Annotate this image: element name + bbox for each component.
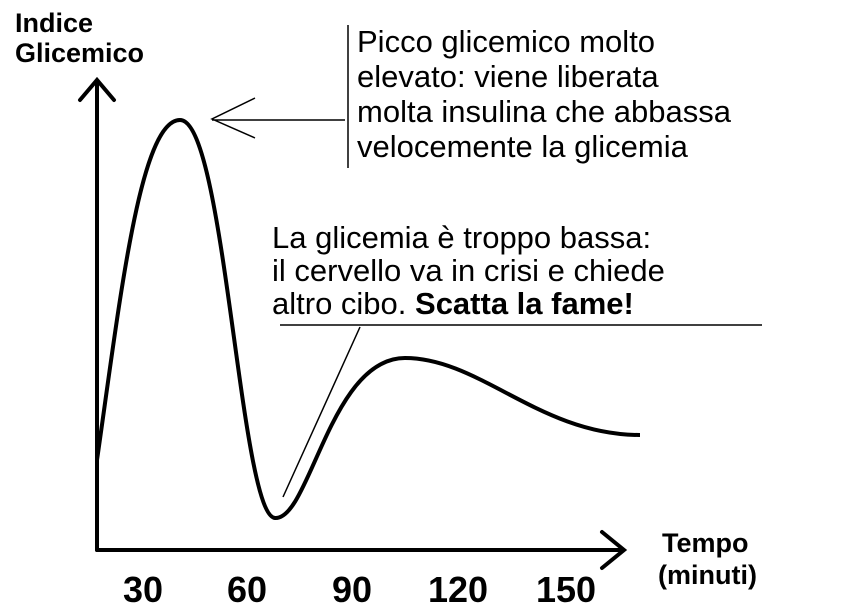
annotation-text: Picco glicemico molto [357, 24, 655, 59]
annotation-lines [210, 25, 762, 498]
x-ticks: 30 60 90 120 150 [123, 569, 596, 610]
annotation-arrow [210, 97, 345, 139]
annotation-text: il cervello va in crisi e chiede [272, 253, 665, 288]
annotation-text: molta insulina che abbassa [357, 94, 732, 129]
annotation-text: La glicemia è troppo bassa: [272, 220, 651, 255]
annotation-pointer [282, 326, 361, 498]
x-axis-label: (minuti) [658, 560, 757, 590]
y-axis-label: Indice [15, 8, 93, 38]
annotation-text: elevato: viene liberata [357, 59, 659, 94]
x-tick-label: 60 [227, 569, 267, 610]
annotation-emphasis: Scatta la fame! [415, 286, 634, 321]
x-axis [95, 530, 628, 570]
axes [78, 76, 628, 570]
x-tick-label: 30 [123, 569, 163, 610]
x-tick-label: 150 [536, 569, 596, 610]
x-tick-label: 120 [428, 569, 488, 610]
y-axis-label: Glicemico [15, 38, 144, 68]
y-axis [78, 76, 116, 552]
x-axis-label: Tempo [662, 528, 749, 558]
annotation-text: altro cibo. Scatta la fame! [272, 286, 634, 321]
x-tick-label: 90 [332, 569, 372, 610]
annotation-text: velocemente la glicemia [357, 129, 689, 164]
glycemic-curve [95, 117, 641, 521]
